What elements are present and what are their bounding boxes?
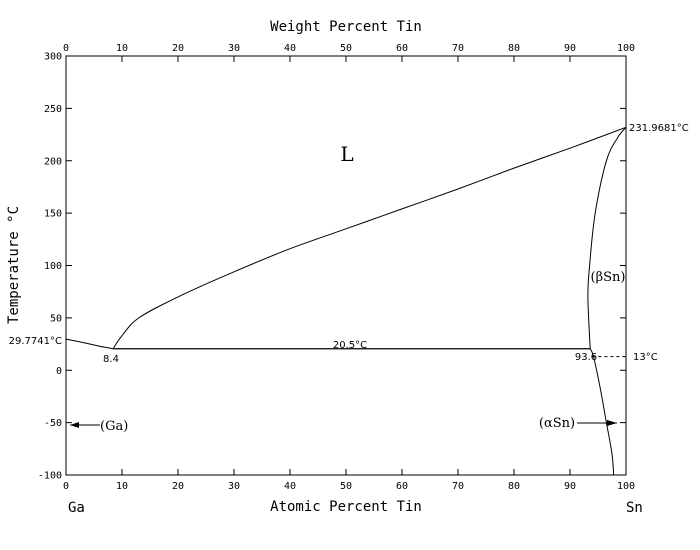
y-tick-label: 300: [44, 52, 62, 63]
x2-tick-label: 80: [508, 43, 520, 54]
eutectic-right-label: 93.6: [575, 352, 597, 363]
liquidus-sn-curve: [112, 126, 627, 350]
beta-sn-label: (βSn): [591, 270, 626, 285]
x2-tick-label: 70: [452, 43, 464, 54]
liquidus-ga-curve: [65, 338, 114, 350]
x-tick-label: 40: [284, 481, 296, 492]
bottom-axis-title: Atomic Percent Tin: [270, 499, 422, 515]
x-tick-label: 10: [116, 481, 128, 492]
x2-tick-label: 30: [228, 43, 240, 54]
y-tick-label: 250: [44, 104, 62, 115]
alpha-sn-label: (αSn): [539, 416, 575, 431]
x-tick-label: 80: [508, 481, 520, 492]
x-tick-label: 20: [172, 481, 184, 492]
plot-frame: [65, 55, 627, 476]
x2-tick-label: 50: [340, 43, 352, 54]
eutectic-left-label: 8.4: [103, 354, 119, 365]
curve-group: [65, 126, 627, 476]
element-right-label: Sn: [626, 500, 643, 516]
x2-tick-label: 0: [63, 43, 69, 54]
y-tick-label: -50: [44, 418, 62, 429]
y-tick-label: 150: [44, 209, 62, 220]
x-tick-label: 70: [452, 481, 464, 492]
x2-tick-label: 60: [396, 43, 408, 54]
x-tick-label: 50: [340, 481, 352, 492]
y-tick-label: 200: [44, 156, 62, 167]
element-left-label: Ga: [68, 500, 85, 516]
x-tick-label: 30: [228, 481, 240, 492]
liquid-phase-label: L: [340, 142, 353, 166]
y-tick-label: 100: [44, 261, 62, 272]
x2-tick-label: 90: [564, 43, 576, 54]
eutectic-temp-label: 20.5°C: [333, 340, 367, 351]
x2-tick-label: 20: [172, 43, 184, 54]
top-axis-title: Weight Percent Tin: [270, 19, 422, 35]
x2-tick-label: 100: [617, 43, 635, 54]
ga-phase-label: (Ga): [100, 419, 128, 434]
solidus-beta-sn-curve: [587, 126, 627, 349]
x-tick-label: 0: [63, 481, 69, 492]
x2-tick-label: 10: [116, 43, 128, 54]
ga-melting-label: 29.7741°C: [9, 336, 62, 347]
x-tick-label: 60: [396, 481, 408, 492]
x-tick-label: 100: [617, 481, 635, 492]
x2-tick-label: 40: [284, 43, 296, 54]
sn-melting-label: 231.9681°C: [629, 123, 689, 134]
beta-solvus-curve: [589, 348, 615, 476]
y-tick-label: -100: [38, 471, 62, 482]
alpha-sn-pointer-arrow: [577, 420, 617, 426]
ga-pointer-arrow: [70, 422, 100, 428]
x-tick-label: 90: [564, 481, 576, 492]
y-tick-label: 0: [56, 366, 62, 377]
transition-temp-label: 13°C: [633, 352, 658, 363]
y-tick-label: 50: [50, 313, 62, 324]
y-axis-title: Temperature °C: [6, 206, 22, 324]
